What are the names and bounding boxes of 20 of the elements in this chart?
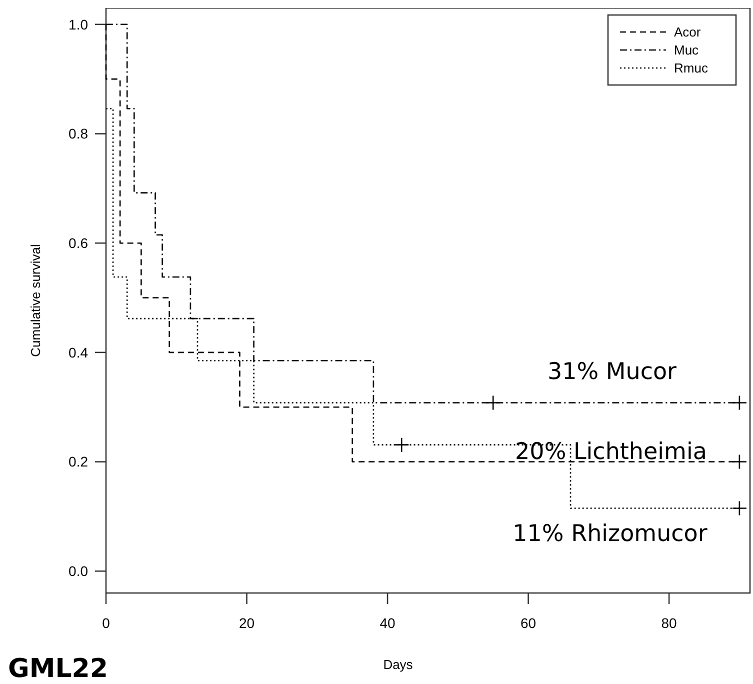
x-tick-label: 20	[238, 615, 255, 631]
annotation: 20% Lichtheimia	[515, 439, 707, 466]
annotation: 11% Rhizomucor	[512, 521, 708, 548]
legend-label: Muc	[674, 42, 700, 58]
x-axis-title: Days	[383, 657, 414, 672]
x-tick-label: 80	[661, 615, 678, 631]
x-tick-label: 40	[380, 615, 396, 631]
y-tick-label: 0.0	[68, 563, 88, 580]
y-tick-label: 1.0	[68, 16, 88, 32]
annotation: 31% Mucor	[547, 359, 678, 386]
y-axis-title: Cumulative survival	[28, 244, 43, 357]
legend-label: Acor	[674, 24, 702, 40]
text: GML22	[8, 654, 108, 684]
y-tick-label: 0.6	[68, 234, 88, 251]
legend-label: Rmuc	[674, 60, 708, 76]
y-tick-label: 0.8	[68, 126, 88, 142]
x-tick-label: 60	[520, 615, 536, 631]
y-tick-label: 0.2	[68, 454, 88, 470]
x-tick-label: 0	[102, 615, 110, 631]
y-tick-label: 0.4	[68, 344, 88, 360]
